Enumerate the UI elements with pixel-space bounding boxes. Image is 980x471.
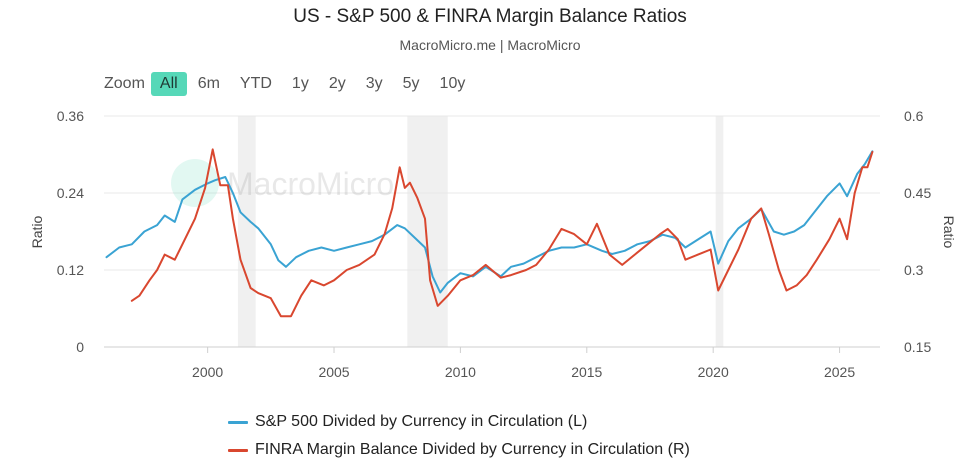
recession-band-0 — [237, 116, 256, 347]
y-tick-label-right: 0.3 — [904, 262, 924, 278]
recession-band-2 — [715, 116, 724, 347]
zoom-2y-button[interactable]: 2y — [328, 75, 346, 92]
series-lines[interactable] — [105, 148, 874, 318]
legend-item-finra[interactable]: FINRA Margin Balance Divided by Currency… — [228, 436, 690, 464]
y-tick-label-left: 0.36 — [57, 108, 84, 124]
legend-swatch-finra — [228, 448, 248, 452]
grid-lines — [104, 115, 880, 348]
legend-label-finra: FINRA Margin Balance Divided by Currency… — [255, 441, 690, 458]
zoom-3y-button[interactable]: 3y — [365, 75, 383, 92]
y-axis-right-title: Ratio — [941, 216, 957, 249]
y-axis-left-title: Ratio — [29, 215, 45, 248]
recession-band-1 — [407, 116, 448, 347]
y-tick-label-left: 0 — [76, 339, 84, 355]
x-tick-label: 2005 — [318, 364, 349, 380]
y-tick-label-right: 0.15 — [904, 339, 931, 355]
y-tick-label-right: 0.6 — [904, 108, 924, 124]
recession-bands — [237, 116, 724, 347]
chart-subtitle: MacroMicro.me | MacroMicro — [399, 37, 581, 53]
legend-item-sp500[interactable]: S&P 500 Divided by Currency in Circulati… — [228, 408, 690, 436]
y-tick-label-right: 0.45 — [904, 185, 931, 201]
legend-swatch-sp500 — [228, 420, 248, 424]
x-tick-label: 2015 — [571, 364, 602, 380]
zoom-10y-button[interactable]: 10y — [439, 75, 466, 92]
zoom-6m-button[interactable]: 6m — [197, 75, 220, 92]
axes: 0 0.12 0.24 0.36 0.15 0.3 0.45 0.6 2000 2005 2010 2… — [57, 108, 932, 380]
y-tick-label-left: 0.24 — [57, 185, 84, 201]
legend-label-sp500: S&P 500 Divided by Currency in Circulati… — [255, 413, 588, 430]
zoom-ytd-button[interactable]: YTD — [239, 75, 272, 92]
zoom-toolbar: Zoom All 6m YTD 1y 2y 3y 5y 10y — [104, 72, 476, 96]
zoom-label: Zoom — [104, 75, 145, 92]
zoom-5y-button[interactable]: 5y — [402, 75, 420, 92]
x-tick-label: 2000 — [192, 364, 223, 380]
x-tick-label: 2020 — [698, 364, 729, 380]
zoom-1y-button[interactable]: 1y — [291, 75, 309, 92]
series-line-sp500[interactable] — [105, 150, 874, 294]
chart-title: US - S&P 500 & FINRA Margin Balance Rati… — [293, 6, 687, 27]
zoom-all-button[interactable]: All — [150, 72, 187, 96]
series-line-finra[interactable] — [130, 148, 874, 318]
x-tick-label: 2010 — [445, 364, 476, 380]
watermark-text: MacroMicro — [227, 166, 394, 202]
chart-legend: S&P 500 Divided by Currency in Circulati… — [228, 408, 690, 464]
watermark: MacroMicro — [171, 159, 394, 207]
x-tick-label: 2025 — [824, 364, 855, 380]
y-tick-label-left: 0.12 — [57, 262, 84, 278]
watermark-logo-icon — [171, 159, 219, 207]
